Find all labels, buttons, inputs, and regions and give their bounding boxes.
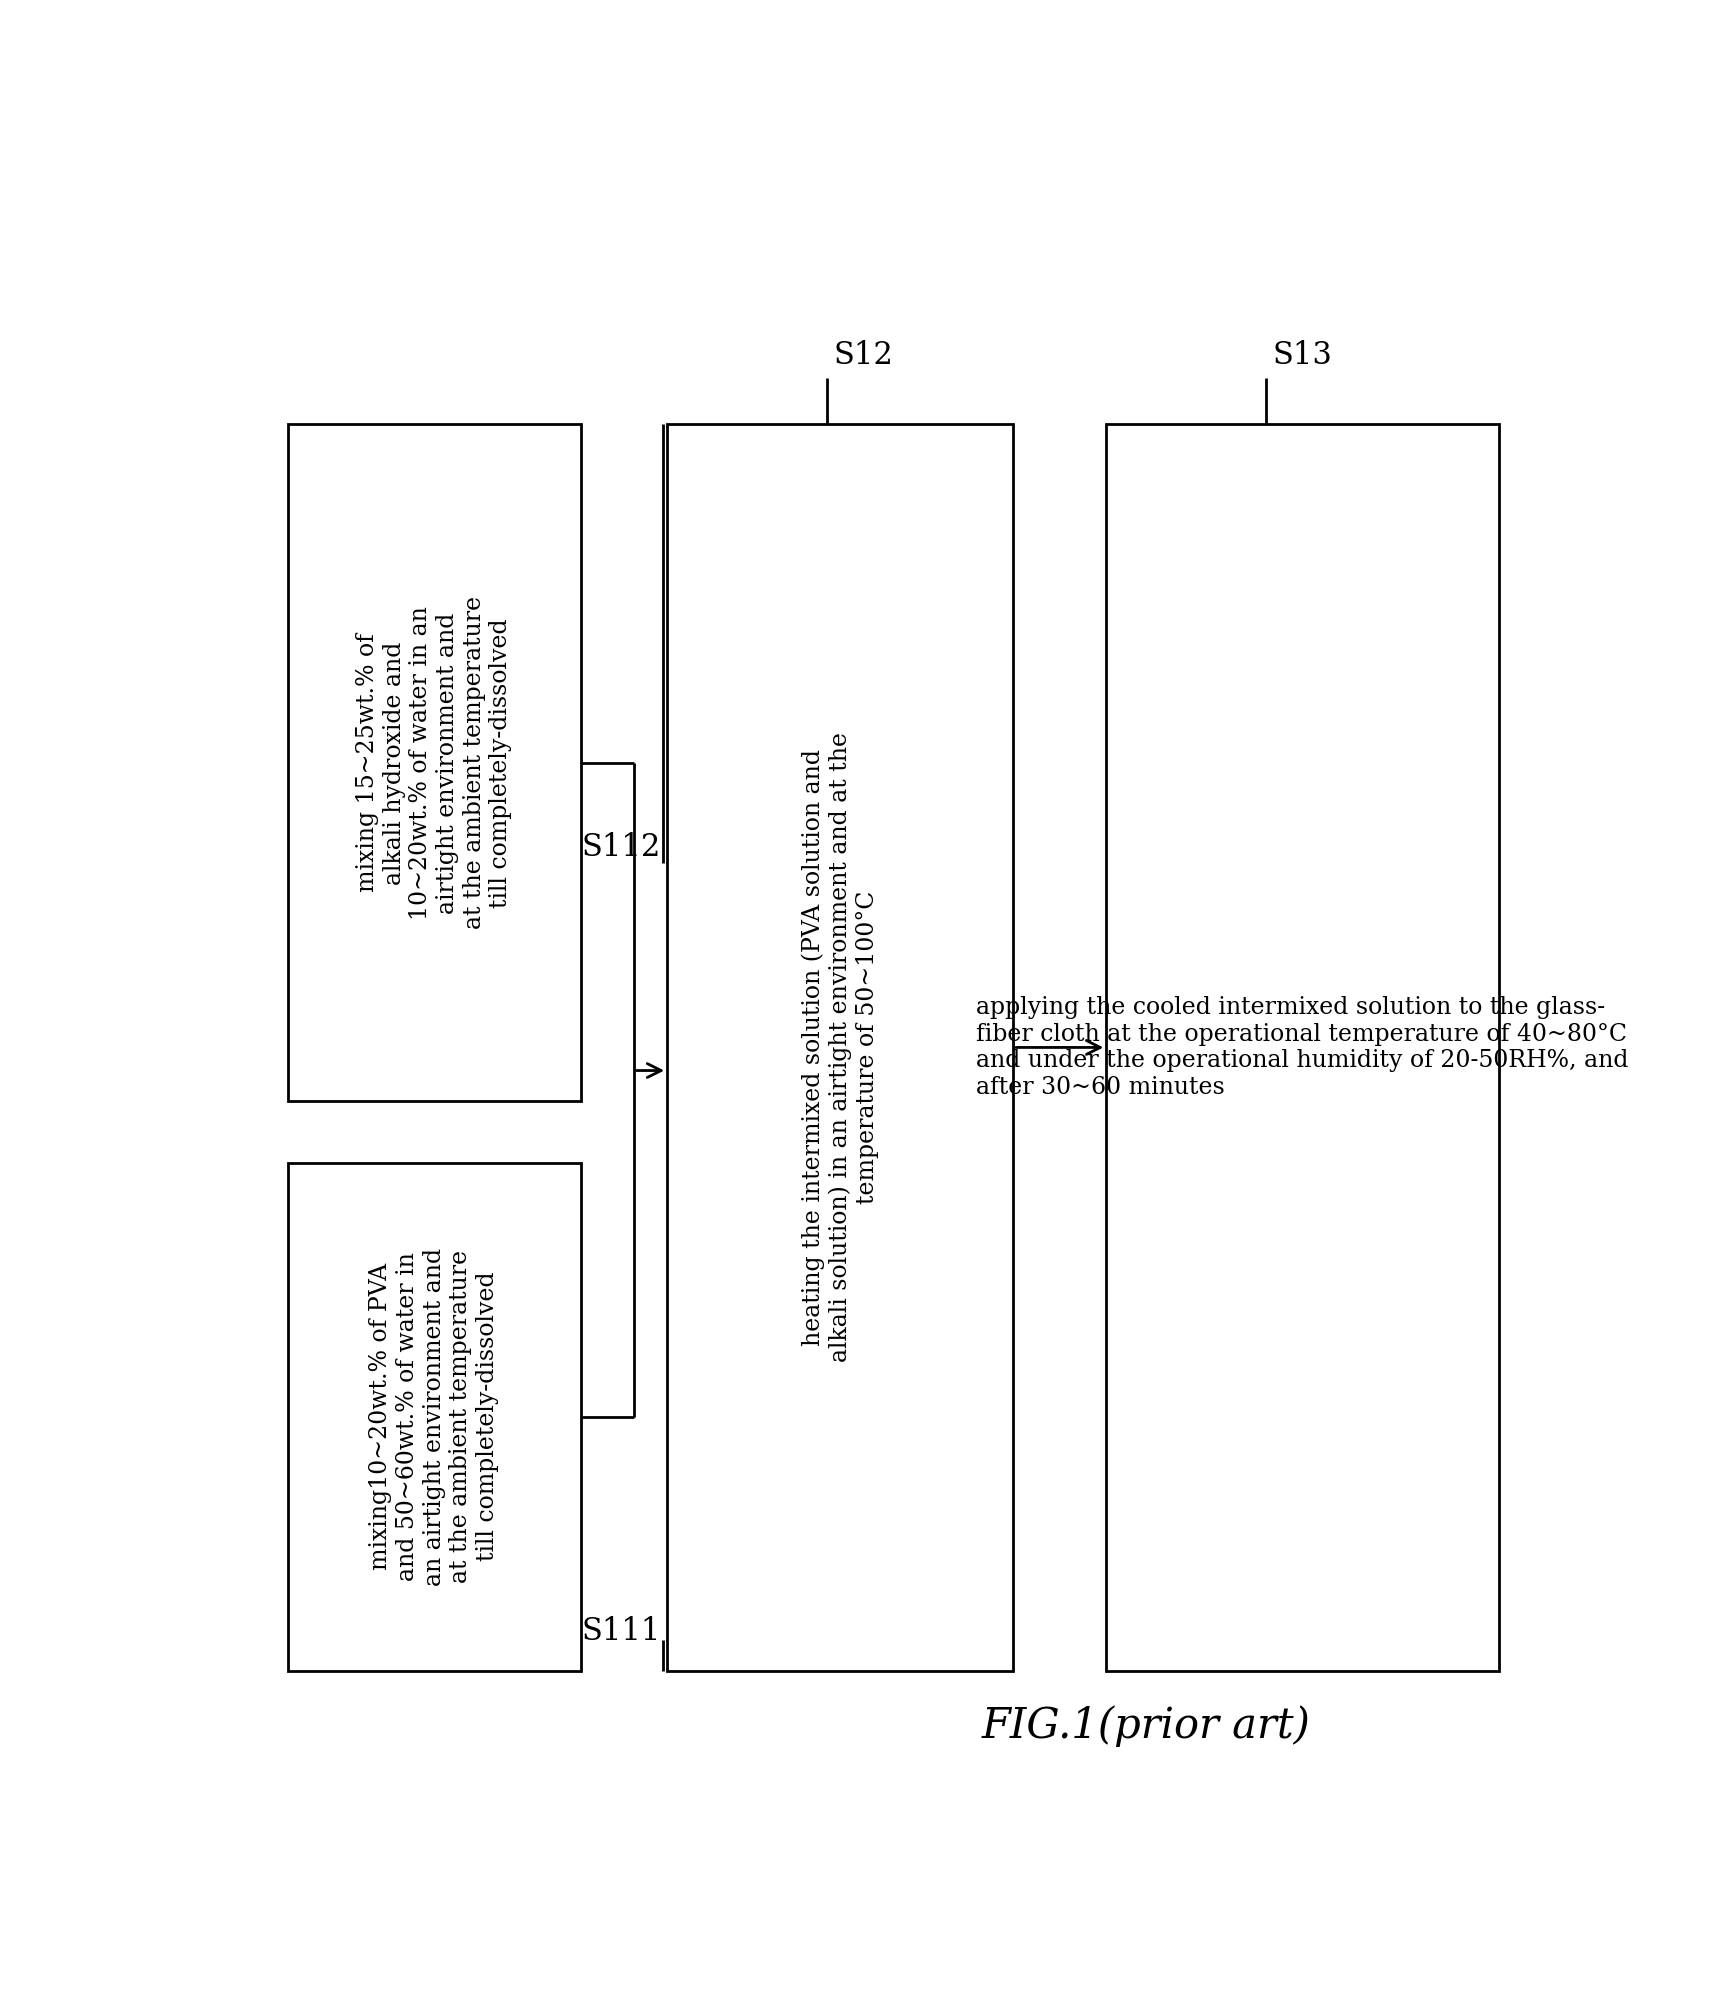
Text: S12: S12 [833,340,893,370]
Bar [288,424,580,1101]
Text: mixing10~20wt.% of PVA
and 50~60wt.% of water in
an airtight environment and
at : mixing10~20wt.% of PVA and 50~60wt.% of … [369,1247,500,1586]
Text: S13: S13 [1272,340,1332,370]
Text: applying the cooled intermixed solution to the glass-
fiber cloth at the operati: applying the cooled intermixed solution … [977,997,1629,1099]
Text: FIG.1(prior art): FIG.1(prior art) [982,1706,1310,1748]
Bar [1106,424,1499,1670]
Bar [288,1163,580,1670]
Text: heating the intermixed solution (PVA solution and
alkali solution) in an airtigh: heating the intermixed solution (PVA sol… [802,733,879,1363]
Text: S112: S112 [580,831,661,863]
Text: S111: S111 [580,1616,661,1648]
Bar [666,424,1013,1670]
Text: mixing 15~25wt.% of
alkali hydroxide and
10~20wt.% of water in an
airtight envir: mixing 15~25wt.% of alkali hydroxide and… [355,595,512,929]
